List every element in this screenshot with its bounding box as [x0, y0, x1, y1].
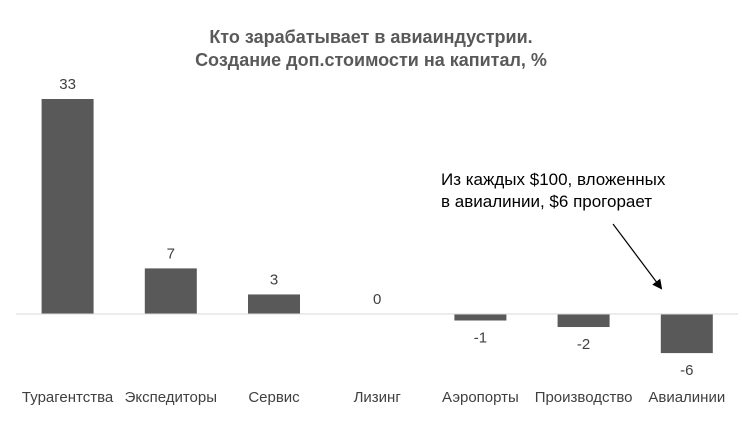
- chart-title-line-2: Создание доп.стоимости на капитал, %: [195, 50, 547, 70]
- data-label-7: -6: [680, 362, 693, 379]
- data-label-5: -1: [474, 330, 487, 347]
- annotation: Из каждых $100, вложенных в авиалинии, $…: [441, 170, 666, 290]
- category-label-5: Аэропорты: [442, 389, 519, 406]
- data-label-6: -2: [577, 336, 590, 353]
- bar-5: [454, 314, 507, 321]
- bar-7: [660, 314, 713, 354]
- bar-6: [557, 314, 610, 328]
- data-label-1: 33: [59, 76, 76, 93]
- data-label-4: 0: [373, 291, 381, 308]
- annotation-text-line-2: в авиалинии, $6 прогорает: [441, 192, 652, 211]
- category-label-6: Производство: [535, 389, 633, 406]
- category-label-4: Лизинг: [354, 389, 402, 406]
- bar-1: [41, 99, 94, 314]
- annotation-arrow: [612, 223, 663, 290]
- category-label-1: Турагентства: [22, 389, 114, 406]
- annotation-text-line-1: Из каждых $100, вложенных: [441, 170, 666, 189]
- category-label-7: Авиалинии: [648, 389, 725, 406]
- bar-2: [144, 268, 197, 314]
- bars-layer: 33 Турагентства 7 Экспедиторы 3 Сервис 0 Лизинг…: [22, 76, 725, 406]
- bar-3: [248, 294, 300, 314]
- category-label-2: Экспедиторы: [125, 389, 217, 406]
- category-label-3: Сервис: [248, 389, 300, 406]
- data-label-3: 3: [270, 271, 278, 288]
- chart-title-line-1: Кто зарабатывает в авиаиндустрии.: [209, 27, 532, 47]
- data-label-2: 7: [167, 245, 175, 262]
